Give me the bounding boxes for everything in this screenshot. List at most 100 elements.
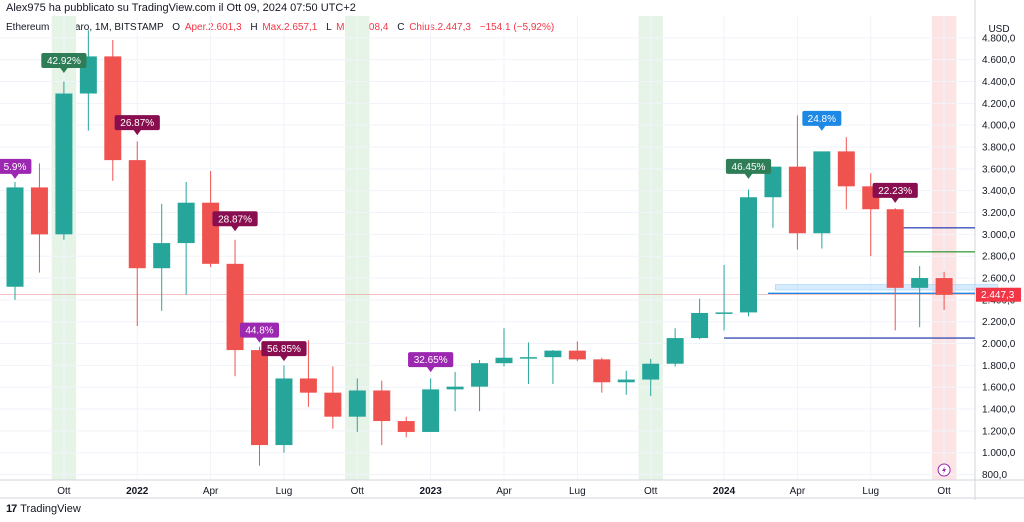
- candle-body-33: [813, 151, 831, 234]
- x-tick-label-0: Ott: [57, 486, 71, 497]
- y-tick-label-4: 1.600,0: [982, 383, 1016, 394]
- tradingview-name: TradingView: [20, 503, 81, 515]
- change-label-box-7: [725, 158, 772, 174]
- y-tick-label-6: 2.000,0: [982, 339, 1016, 350]
- last-price-text: 2.447,3: [981, 290, 1015, 301]
- change-label-pointer-0: [11, 173, 19, 179]
- y-tick-label-10: 2.800,0: [982, 252, 1016, 263]
- change-value: −154,1 (−5,92%): [479, 22, 555, 33]
- change-label-box-6: [408, 352, 454, 368]
- candle-body-24: [593, 359, 611, 383]
- y-tick-label-12: 3.200,0: [982, 208, 1016, 219]
- candle-body-27: [666, 338, 684, 364]
- y-tick-label-7: 2.200,0: [982, 317, 1016, 328]
- candle-body-6: [153, 243, 171, 269]
- y-tick-label-0: 800,0: [982, 470, 1007, 481]
- x-tick-label-8: Ott: [644, 486, 658, 497]
- change-label-box-9: [872, 182, 918, 198]
- change-label-box-5: [261, 341, 307, 357]
- candle-body-9: [226, 263, 244, 351]
- candle-body-37: [911, 278, 929, 288]
- candle-body-31: [764, 166, 782, 198]
- candle-body-16: [397, 421, 415, 432]
- x-tick-label-4: Ott: [351, 486, 365, 497]
- change-label-box-3: [212, 211, 258, 227]
- tradingview-brand[interactable]: 17 TradingView: [6, 503, 81, 515]
- candle-body-19: [471, 363, 489, 387]
- candle-body-30: [740, 197, 757, 313]
- candle-body-1: [30, 187, 48, 235]
- candle-body-10: [251, 350, 268, 446]
- y-tick-label-16: 4.000,0: [982, 121, 1016, 132]
- x-tick-label-2: Apr: [203, 486, 219, 497]
- change-label-text-5: 56.85%: [267, 344, 301, 355]
- x-tick-label-12: Ott: [937, 486, 951, 497]
- x-tick-label-9: 2024: [713, 486, 736, 497]
- x-tick-label-3: Lug: [276, 486, 293, 497]
- candle-body-17: [422, 389, 440, 432]
- candle-body-14: [348, 390, 366, 417]
- candle-body-11: [275, 378, 293, 446]
- change-label-text-2: 26.87%: [120, 118, 154, 129]
- y-tick-label-14: 3.600,0: [982, 164, 1016, 175]
- last-price-tag: [976, 287, 1021, 302]
- open-label: O: [172, 22, 181, 33]
- symbol-name[interactable]: Ethereum / Dollaro, 1M, BITSTAMP: [6, 22, 164, 33]
- change-label-text-3: 28.87%: [218, 214, 252, 225]
- y-tick-label-5: 1.800,0: [982, 361, 1016, 372]
- lightning-glyph: [942, 466, 947, 474]
- candle-body-20: [495, 357, 513, 364]
- candle-body-13: [324, 392, 342, 417]
- change-label-pointer-4: [255, 337, 264, 343]
- currency-label: USD: [988, 24, 1009, 35]
- y-tick-label-1: 1.000,0: [982, 448, 1016, 459]
- y-tick-label-15: 3.800,0: [982, 143, 1016, 154]
- change-label-box-8: [802, 110, 842, 126]
- support-zone: [775, 284, 999, 291]
- change-label-box-0: [0, 158, 32, 174]
- change-label-box-2: [114, 115, 160, 131]
- y-tick-label-20: 4.800,0: [982, 33, 1016, 44]
- candle-body-29: [715, 312, 733, 314]
- change-label-pointer-6: [426, 366, 435, 373]
- change-label-pointer-1: [59, 67, 68, 73]
- y-tick-label-18: 4.400,0: [982, 77, 1016, 88]
- y-tick-label-19: 4.600,0: [982, 55, 1016, 66]
- candle-body-15: [373, 390, 391, 422]
- candle-body-26: [642, 363, 660, 380]
- y-tick-label-17: 4.200,0: [982, 99, 1016, 110]
- candle-body-25: [617, 379, 635, 383]
- low-label: L: [326, 22, 332, 33]
- change-label-text-9: 22.23%: [878, 186, 912, 197]
- candle-body-32: [788, 166, 806, 234]
- candle-body-34: [837, 151, 855, 187]
- candle-body-36: [886, 209, 904, 288]
- change-label-pointer-9: [891, 197, 900, 203]
- x-tick-label-11: Lug: [862, 486, 879, 497]
- open-value: Aper.2.601,3: [184, 22, 242, 33]
- candle-body-28: [691, 312, 709, 339]
- change-label-pointer-8: [817, 125, 826, 131]
- change-label-pointer-5: [279, 355, 288, 362]
- x-tick-label-1: 2022: [126, 486, 149, 497]
- candle-body-7: [177, 202, 195, 244]
- candle-body-18: [446, 386, 464, 390]
- x-tick-label-5: 2023: [420, 486, 443, 497]
- y-tick-label-2: 1.200,0: [982, 426, 1016, 437]
- high-label: H: [250, 22, 258, 33]
- y-tick-label-3: 1.400,0: [982, 405, 1016, 416]
- change-label-pointer-3: [231, 225, 240, 232]
- change-label-text-6: 32.65%: [414, 355, 448, 366]
- change-label-text-8: 24.8%: [808, 114, 836, 125]
- x-tick-label-6: Apr: [496, 486, 512, 497]
- tradingview-logo-icon: 17: [6, 503, 17, 515]
- change-label-text-7: 46.45%: [732, 162, 766, 173]
- y-tick-label-9: 2.600,0: [982, 274, 1016, 285]
- candle-body-21: [519, 357, 537, 359]
- y-tick-label-13: 3.400,0: [982, 186, 1016, 197]
- close-value: Chius.2.447,3: [409, 22, 471, 33]
- change-label-text-0: 5.9%: [4, 162, 27, 173]
- x-tick-label-10: Apr: [790, 486, 806, 497]
- candle-body-2: [55, 93, 73, 235]
